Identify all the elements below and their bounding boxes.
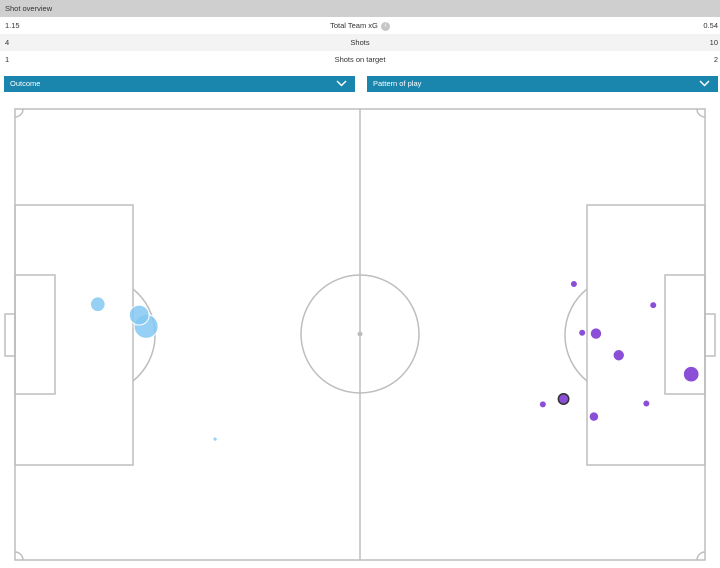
stat-label-wrapper: Shots on target — [0, 51, 720, 68]
away-shot-marker[interactable] — [613, 350, 624, 361]
away-shots-on-target: 2 — [713, 55, 718, 64]
right-penalty-area — [586, 204, 706, 466]
home-shot-marker[interactable] — [212, 436, 218, 442]
away-shot-marker[interactable] — [683, 366, 699, 382]
away-shot-marker[interactable] — [590, 328, 602, 339]
away-shot-marker[interactable] — [579, 329, 586, 336]
panel-title: Shot overview — [5, 4, 53, 13]
stat-label-shots: Shots — [350, 38, 370, 47]
corner-arc-bottom-left — [14, 551, 24, 561]
left-penalty-area — [14, 204, 134, 466]
chevron-down-icon — [699, 80, 710, 87]
away-shot-marker[interactable] — [557, 393, 570, 405]
home-shots: 4 — [5, 38, 10, 47]
right-goal — [704, 313, 716, 357]
stat-label-wrapper: Shots — [0, 34, 720, 51]
away-shot-marker[interactable] — [570, 280, 577, 287]
stat-label-total-xg: Total Team xG — [330, 21, 378, 30]
centre-spot — [357, 331, 363, 337]
stat-row-shots: 4 Shots 10 — [0, 34, 720, 51]
pattern-of-play-dropdown[interactable]: Pattern of play — [367, 76, 718, 92]
info-icon[interactable]: i — [380, 21, 390, 31]
away-total-xg: 0.54 — [703, 21, 718, 30]
home-shot-marker[interactable] — [89, 296, 106, 313]
away-shot-marker[interactable] — [589, 412, 599, 421]
centre-circle — [300, 274, 420, 394]
outcome-dropdown[interactable]: Outcome — [4, 76, 355, 92]
home-shots-on-target: 1 — [5, 55, 10, 64]
home-total-xg: 1.15 — [5, 21, 20, 30]
shots-layer — [89, 280, 699, 442]
stat-label-wrapper: Total Team xG i — [0, 17, 720, 34]
away-shot-marker[interactable] — [539, 401, 546, 408]
left-six-yard-box — [14, 274, 56, 395]
chevron-down-icon — [336, 80, 347, 87]
stat-row-total-xg: 1.15 Total Team xG i 0.54 — [0, 17, 720, 34]
stat-row-shots-on-target: 1 Shots on target 2 — [0, 51, 720, 68]
away-shot-marker[interactable] — [643, 400, 650, 407]
right-penalty-arc — [564, 288, 588, 382]
corner-arc-top-left — [14, 108, 24, 118]
corner-arc-top-right — [696, 108, 706, 118]
outcome-dropdown-label: Outcome — [10, 79, 41, 88]
away-shot-marker[interactable] — [650, 302, 657, 309]
home-shot-marker[interactable] — [128, 304, 150, 326]
pattern-of-play-dropdown-label: Pattern of play — [373, 79, 422, 88]
pitch-markings — [4, 108, 716, 561]
stat-label-shots-on-target: Shots on target — [334, 55, 386, 64]
left-goal — [4, 313, 16, 357]
shot-overview-header: Shot overview — [0, 0, 720, 17]
pitch-map — [4, 108, 716, 561]
corner-arc-bottom-right — [696, 551, 706, 561]
away-shots: 10 — [709, 38, 718, 47]
